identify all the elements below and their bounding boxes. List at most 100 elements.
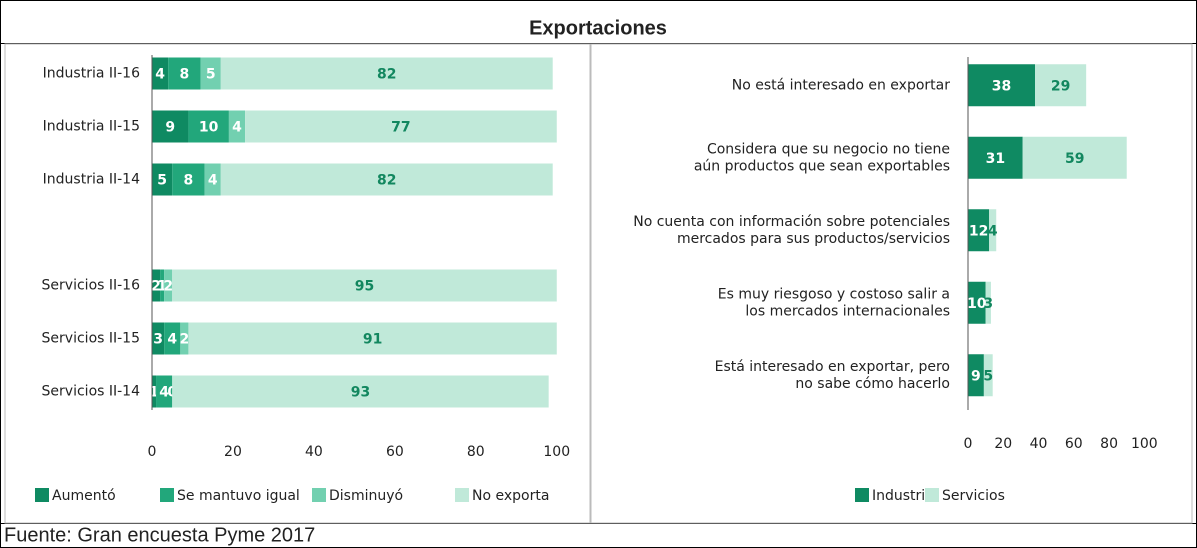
data-label: 1 (157, 279, 167, 295)
bar-segment (152, 163, 173, 196)
page-title: Exportaciones (529, 17, 667, 39)
data-label: 9 (165, 120, 175, 136)
data-label: 5 (983, 368, 993, 384)
data-label: 4 (988, 223, 998, 239)
legend-label: Aumentó (52, 488, 116, 504)
data-label: 29 (1051, 78, 1070, 94)
bar-segment (228, 110, 246, 143)
bar-segment (204, 163, 221, 196)
data-label: 38 (992, 78, 1011, 94)
category-label: Industria II-16 (43, 66, 140, 82)
data-label: 3 (153, 332, 163, 348)
bar-segment (168, 57, 201, 90)
legend-label: Disminuyó (329, 488, 403, 504)
source: Fuente: Gran encuesta Pyme 2017 (4, 524, 315, 546)
bar-segment (152, 375, 157, 408)
category-label: No está interesado en exportar (732, 77, 950, 93)
category-label: No cuenta con información sobre potencia… (633, 214, 950, 230)
data-label: 2 (151, 279, 161, 295)
data-label: 5 (206, 67, 216, 83)
bar-segment (245, 110, 557, 143)
category-label: Servicios II-16 (42, 278, 141, 294)
legend-swatch (855, 488, 869, 502)
data-label: 82 (377, 67, 396, 83)
data-label: 4 (167, 332, 177, 348)
bar-segment (200, 57, 221, 90)
category-label: Servicios II-15 (42, 331, 140, 347)
bar-segment (220, 57, 553, 90)
x-tick-label: 60 (1065, 436, 1083, 452)
legend-swatch (312, 488, 326, 502)
data-label: 95 (355, 279, 374, 295)
data-label: 4 (159, 385, 169, 401)
bar-segment (188, 110, 229, 143)
x-tick-label: 40 (305, 444, 323, 460)
category-label: los mercados internacionales (745, 303, 950, 319)
bar-segment (172, 375, 549, 408)
x-tick-label: 100 (1131, 436, 1158, 452)
data-label: 82 (377, 173, 396, 189)
data-label: 31 (986, 151, 1005, 167)
data-label: 5 (157, 173, 167, 189)
x-tick-label: 100 (543, 444, 570, 460)
data-label: 10 (967, 296, 987, 312)
bar-segment (989, 209, 997, 252)
bar-segment (1035, 64, 1087, 107)
x-tick-label: 20 (994, 436, 1012, 452)
category-label: mercados para sus productos/servicios (677, 231, 950, 247)
bar-segment (164, 322, 181, 355)
category-label: Está interesado en exportar, pero (715, 359, 950, 375)
data-label: 77 (391, 120, 410, 136)
bar-segment (152, 110, 189, 143)
data-label: 59 (1065, 151, 1084, 167)
category-label: aún productos que sean exportables (694, 158, 950, 174)
category-label: Servicios II-14 (42, 384, 141, 400)
x-tick-label: 80 (467, 444, 485, 460)
legend-swatch (925, 488, 939, 502)
data-label: 9 (971, 368, 981, 384)
bar-segment (160, 269, 165, 302)
x-tick-label: 20 (224, 444, 242, 460)
data-label: 10 (199, 120, 219, 136)
data-label: 1 (149, 385, 159, 401)
x-tick-label: 80 (1100, 436, 1118, 452)
bar-segment (164, 269, 173, 302)
bar-segment (985, 281, 991, 324)
x-tick-label: 60 (386, 444, 404, 460)
bar-segment (983, 354, 993, 397)
legend-swatch (35, 488, 49, 502)
data-label: 8 (184, 173, 194, 189)
data-label: 4 (232, 120, 242, 136)
x-tick-label: 0 (964, 436, 973, 452)
data-label: 4 (155, 67, 165, 83)
bar-segment (156, 375, 173, 408)
bar-segment (152, 57, 169, 90)
bar-segment (968, 281, 986, 324)
bar-segment (180, 322, 189, 355)
bar-segment (188, 322, 557, 355)
bar-segment (1022, 136, 1127, 179)
legend-swatch (160, 488, 174, 502)
bar-segment (172, 163, 205, 196)
x-tick-label: 40 (1030, 436, 1048, 452)
legend-label: Industria (872, 488, 934, 504)
category-label: Industria II-15 (43, 119, 140, 135)
bar-segment (220, 163, 553, 196)
bar-segment (172, 269, 557, 302)
legend-label: No exporta (472, 488, 549, 504)
legend-label: Se mantuvo igual (177, 488, 300, 504)
data-label: 8 (180, 67, 190, 83)
legend-label: Servicios (942, 488, 1005, 504)
bar-segment (968, 209, 990, 252)
data-label: 12 (969, 223, 988, 239)
bar-segment (152, 322, 165, 355)
data-label: 2 (163, 279, 173, 295)
data-label: 93 (351, 385, 370, 401)
data-label: 4 (208, 173, 218, 189)
category-label: no sabe cómo hacerlo (795, 376, 950, 392)
bar-segment (968, 136, 1023, 179)
data-label: 3 (983, 296, 993, 312)
legend-swatch (455, 488, 469, 502)
category-label: Considera que su negocio no tiene (707, 141, 950, 157)
